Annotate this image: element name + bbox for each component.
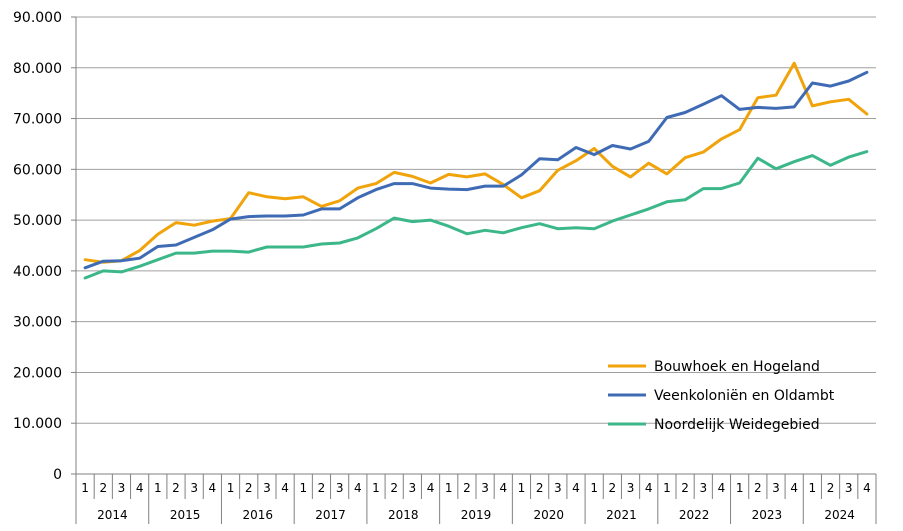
quarter-tick-label: 4 <box>427 481 435 495</box>
year-tick-label: 2019 <box>461 508 492 522</box>
quarter-tick-label: 1 <box>736 481 744 495</box>
legend-label: Bouwhoek en Hogeland <box>654 359 820 375</box>
quarter-tick-label: 3 <box>627 481 635 495</box>
y-tick-label: 0 <box>53 467 62 483</box>
quarter-tick-label: 1 <box>663 481 671 495</box>
y-axis-ticks: 0 10.000 20.000 30.000 40.000 50.000 60.000 70.… <box>13 10 76 483</box>
quarter-tick-label: 3 <box>118 481 126 495</box>
quarter-tick-label: 3 <box>190 481 198 495</box>
quarter-tick-label: 1 <box>154 481 162 495</box>
year-tick-label: 2018 <box>388 508 419 522</box>
quarter-tick-label: 4 <box>209 481 217 495</box>
quarter-tick-label: 2 <box>99 481 107 495</box>
quarter-tick-label: 3 <box>554 481 562 495</box>
y-tick-label: 10.000 <box>13 416 62 432</box>
quarter-tick-label: 4 <box>354 481 362 495</box>
year-tick-label: 2015 <box>170 508 201 522</box>
year-tick-label: 2024 <box>824 508 855 522</box>
quarter-tick-label: 2 <box>318 481 326 495</box>
quarter-tick-label: 4 <box>645 481 653 495</box>
legend-label: Veenkoloniën en Oldambt <box>654 388 835 404</box>
y-tick-label: 70.000 <box>13 112 62 128</box>
quarter-tick-label: 1 <box>809 481 817 495</box>
quarter-tick-label: 3 <box>263 481 271 495</box>
quarter-tick-label: 2 <box>390 481 398 495</box>
quarter-tick-label: 3 <box>409 481 417 495</box>
year-tick-label: 2020 <box>533 508 564 522</box>
quarter-tick-label: 4 <box>863 481 871 495</box>
year-tick-label: 2017 <box>315 508 346 522</box>
quarter-tick-label: 2 <box>827 481 835 495</box>
quarter-tick-label: 1 <box>590 481 598 495</box>
quarter-tick-label: 1 <box>227 481 235 495</box>
series-lines <box>83 61 869 280</box>
year-tick-label: 2022 <box>679 508 710 522</box>
year-tick-label: 2023 <box>752 508 783 522</box>
y-tick-label: 50.000 <box>13 213 62 229</box>
year-tick-label: 2014 <box>97 508 128 522</box>
quarter-tick-label: 4 <box>281 481 289 495</box>
quarter-tick-label: 2 <box>245 481 253 495</box>
quarter-tick-label: 1 <box>372 481 380 495</box>
gridlines <box>76 16 876 475</box>
quarter-tick-label: 3 <box>336 481 344 495</box>
quarter-tick-label: 1 <box>81 481 89 495</box>
quarter-tick-label: 2 <box>536 481 544 495</box>
year-tick-label: 2016 <box>243 508 274 522</box>
y-tick-label: 80.000 <box>13 61 62 77</box>
quarter-tick-label: 2 <box>681 481 689 495</box>
quarter-tick-label: 1 <box>518 481 526 495</box>
quarter-tick-label: 2 <box>463 481 471 495</box>
quarter-tick-label: 4 <box>136 481 144 495</box>
quarter-tick-label: 3 <box>845 481 853 495</box>
quarter-tick-label: 2 <box>754 481 762 495</box>
legend: Bouwhoek en Hogeland Veenkoloniën en Olda… <box>608 359 835 433</box>
quarter-tick-label: 1 <box>299 481 307 495</box>
y-tick-label: 20.000 <box>13 365 62 381</box>
quarter-tick-label: 3 <box>699 481 707 495</box>
year-tick-label: 2021 <box>606 508 637 522</box>
quarter-tick-label: 4 <box>572 481 580 495</box>
quarter-tick-label: 3 <box>772 481 780 495</box>
y-tick-label: 90.000 <box>13 10 62 26</box>
quarter-tick-label: 4 <box>499 481 507 495</box>
y-tick-label: 30.000 <box>13 315 62 331</box>
y-tick-label: 60.000 <box>13 162 62 178</box>
quarter-tick-label: 2 <box>172 481 180 495</box>
quarter-tick-label: 3 <box>481 481 489 495</box>
quarter-tick-label: 2 <box>609 481 617 495</box>
series-line <box>83 70 869 270</box>
legend-label: Noordelijk Weidegebied <box>654 417 820 433</box>
series-line <box>83 150 869 280</box>
quarter-tick-label: 4 <box>718 481 726 495</box>
quarter-tick-label: 1 <box>445 481 453 495</box>
series-line <box>83 61 869 264</box>
y-tick-label: 40.000 <box>13 264 62 280</box>
quarter-tick-label: 4 <box>790 481 798 495</box>
